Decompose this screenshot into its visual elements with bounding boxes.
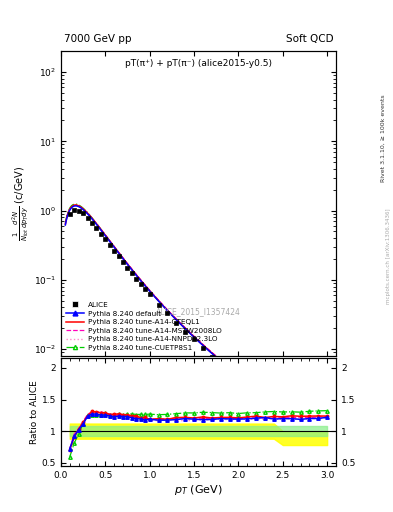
Y-axis label: Ratio to ALICE: Ratio to ALICE [30,380,39,444]
Text: ALICE_2015_I1357424: ALICE_2015_I1357424 [156,307,241,316]
X-axis label: $p_T$ (GeV): $p_T$ (GeV) [174,482,223,497]
Text: mcplots.cern.ch [arXiv:1306.3436]: mcplots.cern.ch [arXiv:1306.3436] [386,208,391,304]
Text: Rivet 3.1.10, ≥ 100k events: Rivet 3.1.10, ≥ 100k events [381,94,386,182]
Text: Soft QCD: Soft QCD [286,34,333,44]
Y-axis label: $\frac{1}{N_{tot}}\frac{d^2N}{dp_{T}dy}$ (c/GeV): $\frac{1}{N_{tot}}\frac{d^2N}{dp_{T}dy}$… [10,166,31,241]
Legend: ALICE, Pythia 8.240 default, Pythia 8.240 tune-A14-CTEQL1, Pythia 8.240 tune-A14: ALICE, Pythia 8.240 default, Pythia 8.24… [64,301,223,352]
Text: pT(π⁺) + pT(π⁻) (alice2015-y0.5): pT(π⁺) + pT(π⁻) (alice2015-y0.5) [125,59,272,68]
Text: 7000 GeV pp: 7000 GeV pp [64,34,131,44]
